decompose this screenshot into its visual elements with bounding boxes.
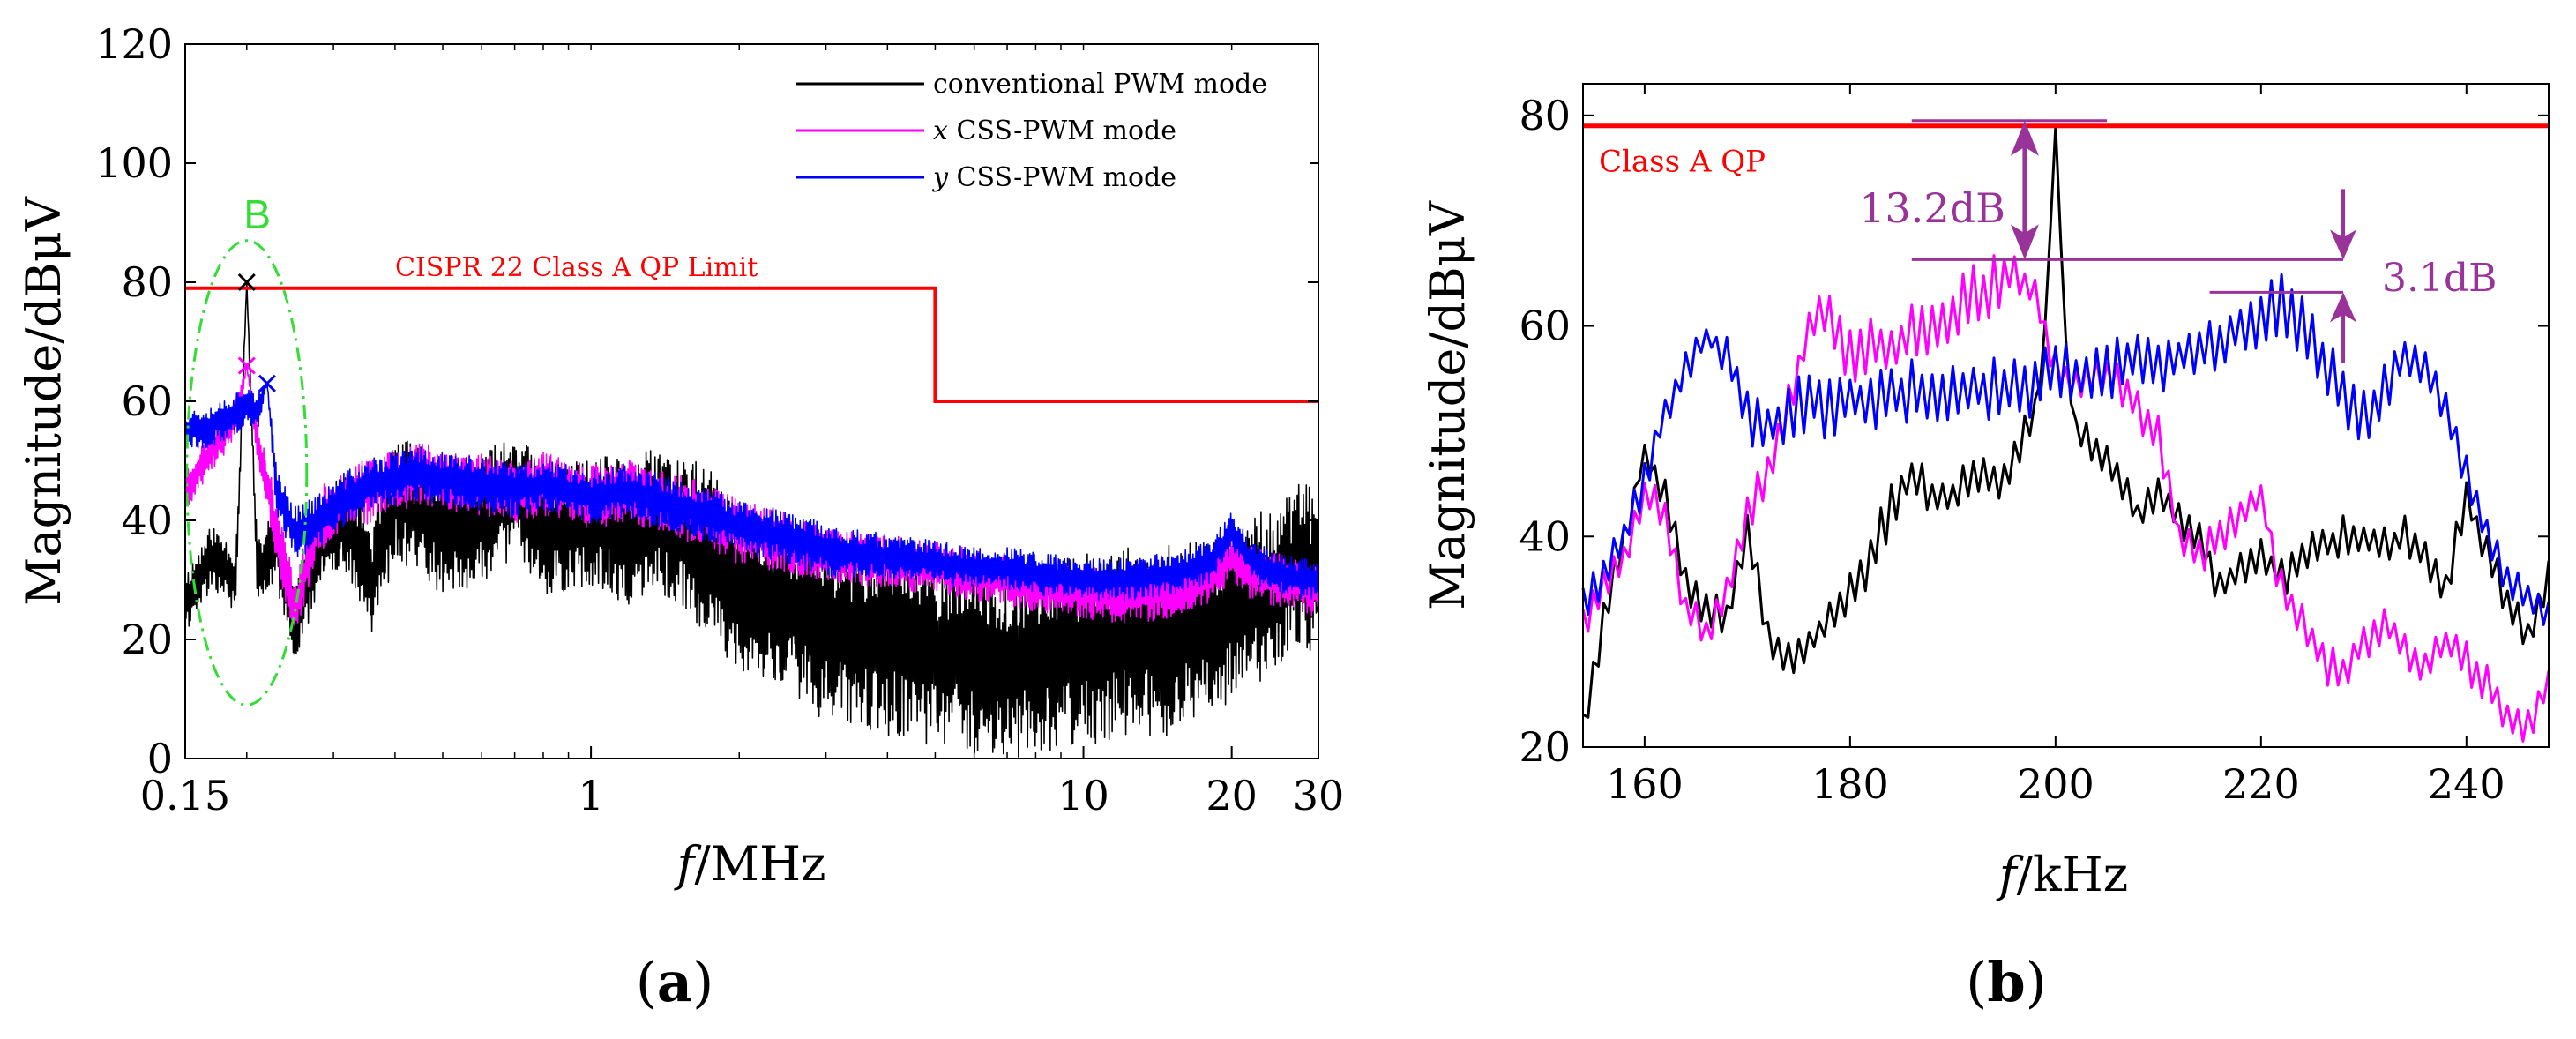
legend-label-x: x CSS-PWM mode	[933, 116, 1176, 146]
series-group-b	[1581, 124, 2550, 743]
annotation-label: B	[243, 191, 271, 237]
y-tick-label: 60	[121, 377, 173, 425]
y-tick-label: 40	[121, 497, 173, 544]
x-tick-label: 220	[2222, 760, 2300, 808]
panel-b: Class A QP 13.2dB 3.1dB 20 40 60 80 160 180 200…	[1420, 83, 2550, 1014]
x-axis-label-b: f/kHz	[1996, 847, 2128, 902]
limit-label: Class A QP	[1599, 145, 1766, 180]
annotation-group-a: B	[185, 191, 309, 706]
series-line	[1581, 254, 2550, 743]
series-line	[1581, 273, 2550, 626]
arrowhead	[2010, 120, 2039, 156]
x-tick-label: 200	[2017, 760, 2094, 808]
limit-label: CISPR 22 Class A QP Limit	[395, 252, 758, 283]
x-tick-label: 1	[578, 772, 603, 819]
legend-a: conventional PWM mode x CSS-PWM mode y C…	[776, 62, 1310, 203]
series-group-a	[184, 281, 1319, 759]
limit-group-a: CISPR 22 Class A QP Limit	[185, 252, 1318, 403]
y-tick-label: 20	[121, 616, 173, 663]
limit-line	[185, 286, 1318, 403]
y-tick-label: 80	[121, 258, 173, 306]
panel-a: CISPR 22 Class A QP Limit B 020406080100…	[16, 20, 1344, 1014]
legend-label-y: y CSS-PWM mode	[931, 162, 1176, 193]
axes-frame-b	[1582, 83, 2550, 748]
y-tick-label: 0	[147, 735, 173, 782]
y-axis-label-a: Magnitude/dBμV	[16, 196, 71, 606]
arrowhead	[2010, 224, 2039, 260]
y-tick-label: 80	[1519, 92, 1571, 139]
arrowhead	[2330, 292, 2357, 323]
x-tick-label: 0.15	[140, 772, 230, 819]
plot-area-b	[1583, 84, 2549, 747]
dimension-label: 3.1dB	[2382, 256, 2497, 301]
series-line	[1582, 124, 2550, 719]
annotation-group-b: 13.2dB 3.1dB	[1859, 119, 2498, 363]
y-tick-label: 100	[95, 139, 173, 187]
peak-marker	[258, 374, 276, 392]
x-axis-label-a: f/MHz	[673, 836, 825, 892]
dimension-label: 13.2dB	[1859, 184, 2005, 232]
limit-group-b: Class A QP	[1583, 123, 2549, 180]
ticks-group-a: 0 20 40 60 80 100 120 0.15 1 10 20 30	[95, 20, 1344, 819]
annotation-ellipse	[185, 239, 309, 706]
arrowhead	[2330, 229, 2357, 260]
legend-label-conventional: conventional PWM mode	[933, 69, 1267, 100]
x-tick-label: 10	[1057, 772, 1109, 819]
x-tick-label: 180	[1811, 760, 1889, 808]
ticks-group-b: 20 40 60 80 160 180 200 220 240	[1519, 84, 2549, 808]
y-axis-label-b: Magnitude/dBμV	[1420, 200, 1475, 610]
peak-marker	[237, 273, 256, 292]
x-tick-label: 30	[1293, 772, 1345, 819]
legend-box	[776, 62, 1310, 203]
x-tick-label: 20	[1206, 772, 1258, 819]
x-tick-label: 160	[1606, 760, 1684, 808]
y-tick-label: 60	[1519, 303, 1571, 350]
peak-marker	[237, 356, 256, 375]
y-tick-label: 20	[1519, 723, 1571, 771]
panel-label-a: (a)	[636, 950, 714, 1014]
x-tick-label: 240	[2428, 760, 2505, 808]
series-line	[184, 383, 1319, 602]
y-tick-label: 40	[1519, 512, 1571, 560]
panel-label-b: (b)	[1966, 950, 2047, 1014]
y-tick-label: 120	[95, 20, 173, 68]
